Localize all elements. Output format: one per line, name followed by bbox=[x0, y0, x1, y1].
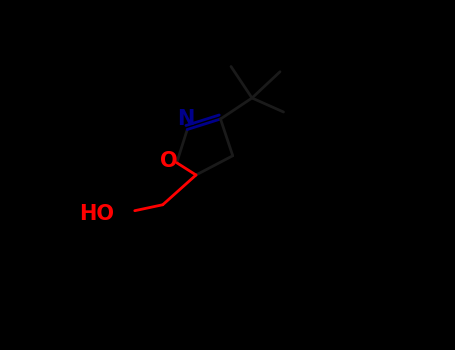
Text: N: N bbox=[177, 109, 194, 129]
Text: HO: HO bbox=[79, 203, 114, 224]
Text: O: O bbox=[160, 151, 178, 172]
